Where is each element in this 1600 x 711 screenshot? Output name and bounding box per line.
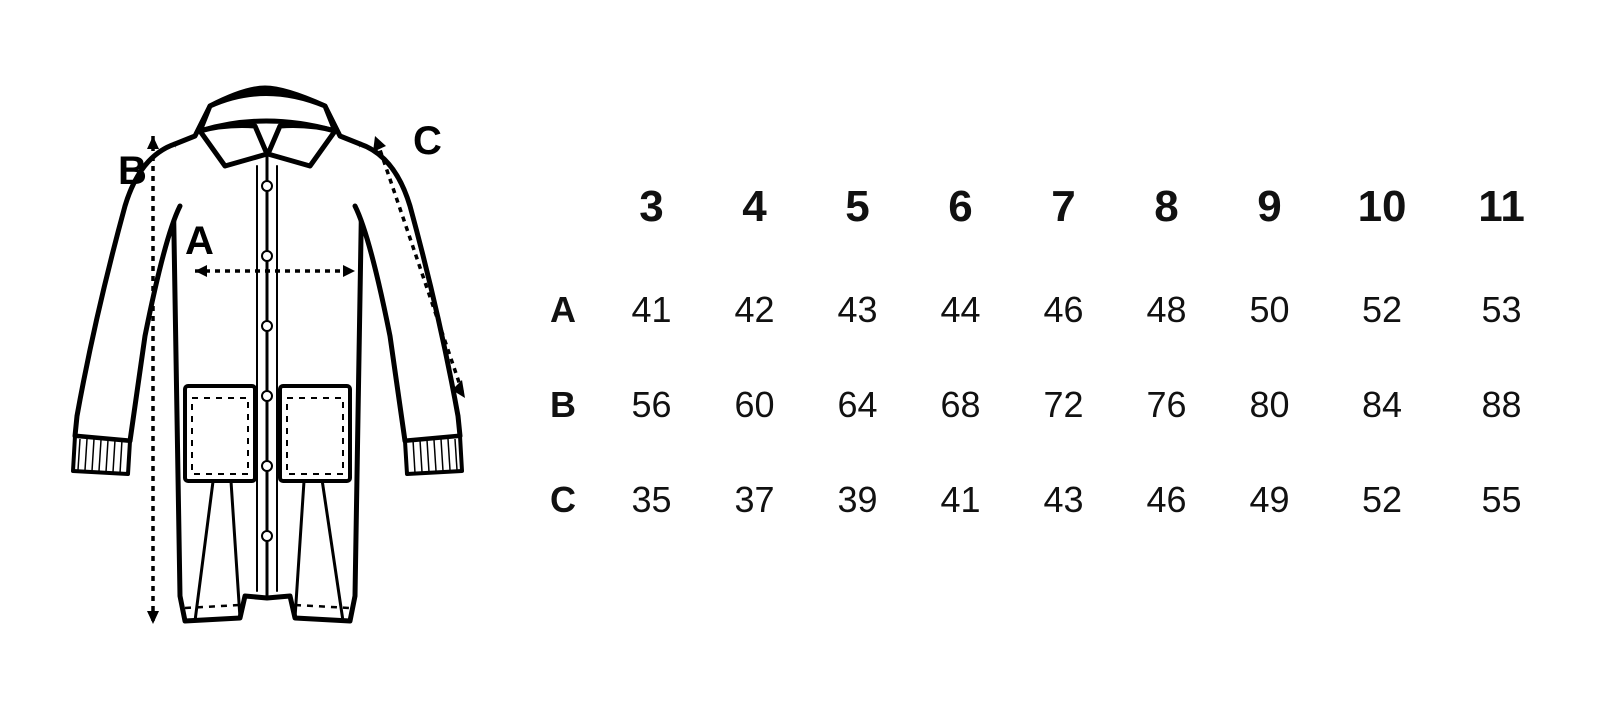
cell: 41 [600, 262, 703, 357]
measure-c-arrow-top [373, 136, 386, 152]
cell: 44 [909, 262, 1012, 357]
cell: 76 [1115, 357, 1218, 452]
measure-b-arrow-bottom [147, 611, 159, 624]
size-col-header: 6 [909, 164, 1012, 262]
row-label: C [540, 452, 600, 547]
cell: 64 [806, 357, 909, 452]
cell: 46 [1115, 452, 1218, 547]
table-row: C 35 37 39 41 43 46 49 52 55 [540, 452, 1560, 547]
cell: 42 [703, 262, 806, 357]
button-3 [262, 321, 272, 331]
row-label: B [540, 357, 600, 452]
cell: 55 [1443, 452, 1560, 547]
cell: 35 [600, 452, 703, 547]
button-1 [262, 181, 272, 191]
right-pocket [280, 386, 350, 481]
cell: 84 [1321, 357, 1443, 452]
size-col-header: 8 [1115, 164, 1218, 262]
button-6 [262, 531, 272, 541]
cell: 41 [909, 452, 1012, 547]
cell: 60 [703, 357, 806, 452]
table-row: B 56 60 64 68 72 76 80 84 88 [540, 357, 1560, 452]
size-col-header: 3 [600, 164, 703, 262]
size-table-container: 3 4 5 6 7 8 9 10 11 A 41 42 43 44 [530, 84, 1600, 628]
cell: 52 [1321, 452, 1443, 547]
cell: 72 [1012, 357, 1115, 452]
cell: 50 [1218, 262, 1321, 357]
cell: 37 [703, 452, 806, 547]
cell: 80 [1218, 357, 1321, 452]
coat-svg: A B C [25, 36, 505, 676]
row-label: A [540, 262, 600, 357]
size-col-header: 5 [806, 164, 909, 262]
cell: 43 [806, 262, 909, 357]
cell: 68 [909, 357, 1012, 452]
left-pocket [185, 386, 255, 481]
label-b: B [118, 149, 147, 193]
cell: 46 [1012, 262, 1115, 357]
measure-b-arrow-top [147, 136, 159, 149]
cell: 39 [806, 452, 909, 547]
cell: 53 [1443, 262, 1560, 357]
cell: 56 [600, 357, 703, 452]
size-col-header: 4 [703, 164, 806, 262]
cell: 43 [1012, 452, 1115, 547]
header-blank [540, 164, 600, 262]
garment-diagram: A B C [0, 0, 530, 711]
button-4 [262, 391, 272, 401]
size-header-row: 3 4 5 6 7 8 9 10 11 [540, 164, 1560, 262]
right-sleeve [355, 144, 460, 441]
size-table: 3 4 5 6 7 8 9 10 11 A 41 42 43 44 [540, 164, 1560, 548]
cell: 88 [1443, 357, 1560, 452]
table-row: A 41 42 43 44 46 48 50 52 53 [540, 262, 1560, 357]
button-5 [262, 461, 272, 471]
size-col-header: 10 [1321, 164, 1443, 262]
size-col-header: 11 [1443, 164, 1560, 262]
label-c: C [413, 119, 442, 163]
button-2 [262, 251, 272, 261]
size-col-header: 9 [1218, 164, 1321, 262]
cell: 49 [1218, 452, 1321, 547]
label-a: A [185, 219, 214, 263]
cell: 48 [1115, 262, 1218, 357]
size-col-header: 7 [1012, 164, 1115, 262]
cell: 52 [1321, 262, 1443, 357]
